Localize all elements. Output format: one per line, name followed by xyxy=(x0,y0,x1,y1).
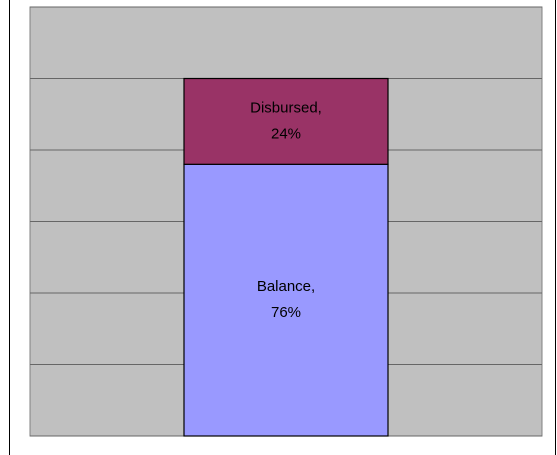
bar-segment xyxy=(183,77,389,165)
segment-name: Balance, xyxy=(257,278,315,295)
data-label: 76% xyxy=(271,304,301,321)
data-label: 24% xyxy=(271,125,301,142)
bar-segment xyxy=(183,163,389,437)
segment-name: Disbursed, xyxy=(250,99,322,116)
